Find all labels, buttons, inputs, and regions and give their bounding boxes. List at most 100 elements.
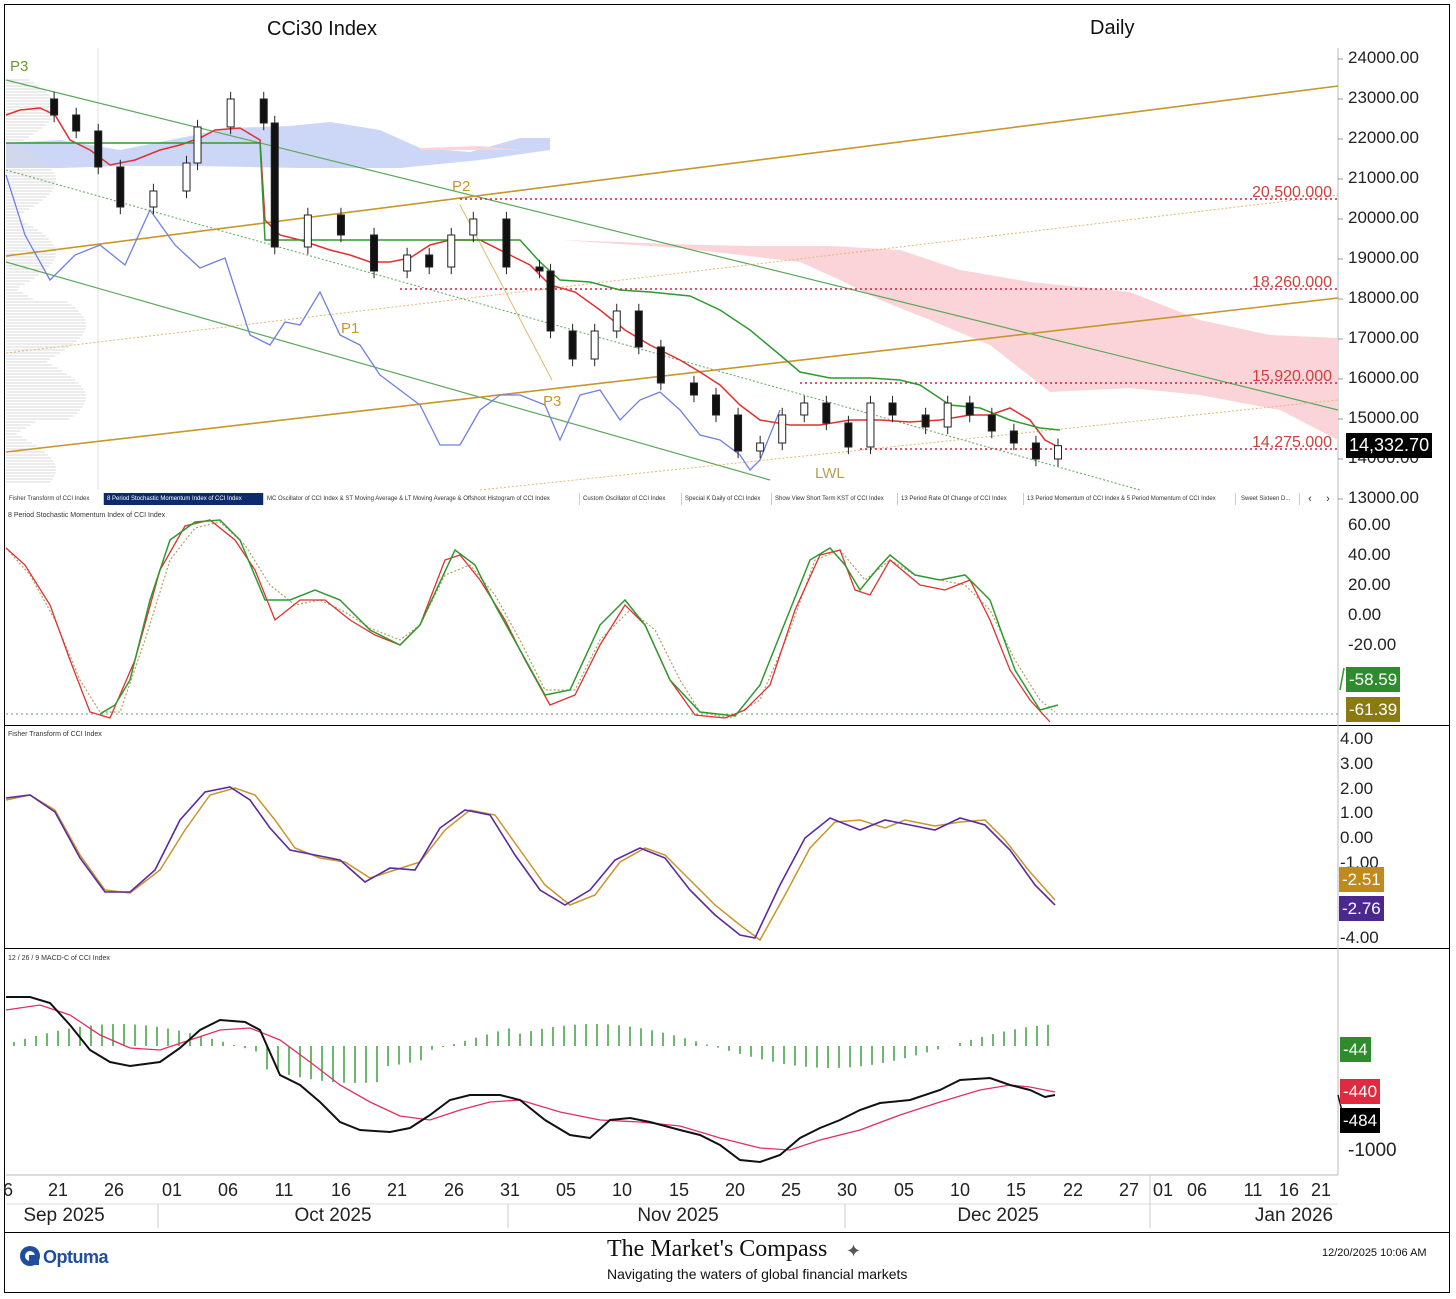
level-label-15920: 15,920.000 <box>1252 368 1333 385</box>
tab-next-button[interactable]: › <box>1326 493 1330 505</box>
candle-body <box>943 402 952 428</box>
indicator-tab[interactable]: MC Oscillator of CCI Index & ST Moving A… <box>264 493 580 505</box>
smi-y-tick-label: 20.00 <box>1348 575 1391 594</box>
candle-body <box>182 162 191 192</box>
x-axis-month-label: Sep 2025 <box>23 1205 105 1226</box>
x-axis-day-label: 25 <box>780 1180 802 1200</box>
indicator-tab[interactable]: 13 Period Rate Of Change of CCI Index <box>898 493 1024 505</box>
price-y-tick-label: 16000.00 <box>1348 368 1419 387</box>
x-axis-day-label: 20 <box>724 1180 746 1200</box>
candle-body <box>370 234 379 272</box>
smi-y-tick-label: -20.00 <box>1348 635 1397 654</box>
macd-signal-line <box>5 1004 1056 1151</box>
indicator-tab[interactable]: Show View Short Term KST of CCI Index <box>772 493 898 505</box>
candle-body <box>403 254 412 272</box>
fisher-y-tick-label: -4.00 <box>1340 928 1379 947</box>
x-axis-day-label: 16 <box>1278 1180 1300 1200</box>
candle-body <box>866 402 875 448</box>
smi-edge-marker <box>1339 667 1345 691</box>
candle-body <box>447 234 456 268</box>
indicator-tab[interactable]: 8 Period Stochastic Momentum Index of CC… <box>104 493 264 505</box>
fisher-y-tick-label: 1.00 <box>1340 803 1374 822</box>
smi-red-line <box>5 519 1051 723</box>
indicator-tab[interactable]: Special K Daily of CCI Index <box>682 493 772 505</box>
fisher-panel-title: Fisher Transform of CCI Index <box>8 731 102 738</box>
brand-title: The Market's Compass <box>607 1236 828 1262</box>
candle-body <box>1054 445 1062 460</box>
price-y-tick-label: 17000.00 <box>1348 328 1419 347</box>
x-axis-day-label: 16 <box>330 1180 352 1200</box>
regression-channels <box>5 79 1339 491</box>
candle-body <box>822 402 831 424</box>
smi-olive-value-tag: -61.39 <box>1346 697 1401 722</box>
level-label-18260: 18,260.000 <box>1252 274 1333 291</box>
candle-body <box>634 310 643 348</box>
candle-body <box>535 266 544 272</box>
price-y-tick-label: 15000.00 <box>1348 408 1419 427</box>
smi-signal-line <box>5 521 1056 719</box>
candle-body <box>734 414 743 452</box>
candle-body <box>987 414 996 432</box>
fisher-trigger-line <box>5 787 1056 942</box>
x-axis-day-label: 10 <box>611 1180 633 1200</box>
macd-value-tag: -484 <box>1340 1108 1381 1133</box>
fisher-gold-value-tag: -2.51 <box>1339 867 1384 892</box>
x-axis-month-label: Nov 2025 <box>637 1205 719 1226</box>
candle-body <box>965 402 974 416</box>
macd-histogram <box>13 1024 1049 1083</box>
candle-body <box>712 394 721 416</box>
candle-body <box>303 214 312 248</box>
compass-icon: ✦ <box>846 1241 862 1261</box>
candle-body <box>72 114 81 132</box>
fisher-line <box>5 786 1056 939</box>
x-axis-day-label: 21 <box>1310 1180 1332 1200</box>
chart-frame <box>4 4 1450 1293</box>
candle-body <box>689 382 698 396</box>
candle-body <box>1009 430 1018 444</box>
candle-body <box>270 122 279 248</box>
indicator-tab[interactable]: 13 Period Momentum of CCI Index & 5 Peri… <box>1024 493 1236 505</box>
macd-y-label: -1000 <box>1348 1140 1397 1161</box>
candle-body <box>226 98 235 128</box>
candle-body <box>259 98 268 124</box>
price-y-tick-label: 20000.00 <box>1348 208 1419 227</box>
x-axis-month-label: Oct 2025 <box>294 1205 372 1226</box>
candle-body <box>469 218 478 236</box>
candle-body <box>921 414 930 428</box>
cloud-red <box>560 240 1338 440</box>
candle-body <box>336 214 345 236</box>
candle-body <box>50 98 59 116</box>
price-y-tick-label: 13000.00 <box>1348 488 1419 507</box>
smi-y-tick-label: 40.00 <box>1348 545 1391 564</box>
x-axis-day-label: 15 <box>1005 1180 1027 1200</box>
indicator-tab[interactable]: Custom Oscillator of CCI Index <box>580 493 682 505</box>
candle-body <box>502 218 511 268</box>
x-axis-day-label: 31 <box>499 1180 521 1200</box>
candle-body <box>193 126 202 164</box>
fisher-y-tick-label: 0.00 <box>1340 828 1374 847</box>
x-axis-day-label: 30 <box>836 1180 858 1200</box>
last-price-tag: 14,332.70 <box>1346 433 1433 458</box>
indicator-tab[interactable]: Fisher Transform of CCI Index <box>6 493 104 505</box>
tab-prev-button[interactable]: ‹ <box>1308 493 1312 505</box>
x-axis-day-label: 15 <box>668 1180 690 1200</box>
macd-hist-value-tag: -44 <box>1340 1037 1371 1062</box>
macd-signal-value-tag: -440 <box>1340 1079 1381 1104</box>
indicator-tab[interactable]: Sweet Sixteen D... <box>1238 493 1300 505</box>
volume-profile <box>6 79 86 483</box>
annotation-p2: P2 <box>452 178 471 195</box>
x-axis-day-label: 21 <box>47 1180 69 1200</box>
period-label: Daily <box>1090 17 1135 39</box>
x-axis-day-label: 05 <box>555 1180 577 1200</box>
fisher-y-tick-label: 2.00 <box>1340 779 1374 798</box>
macd-panel-title: 12 / 26 / 9 MACD-C of CCI Index <box>8 955 110 962</box>
optuma-logo-text: Optuma <box>43 1247 109 1267</box>
x-axis-day-label: 27 <box>1118 1180 1140 1200</box>
x-axis-day-label: 6 <box>2 1180 14 1200</box>
month-dividers <box>157 1175 1151 1228</box>
smi-y-tick-label: 60.00 <box>1348 515 1391 534</box>
annotation-p1: P1 <box>341 320 360 337</box>
fisher-y-tick-label: 3.00 <box>1340 754 1374 773</box>
panel-separator <box>4 725 1450 726</box>
